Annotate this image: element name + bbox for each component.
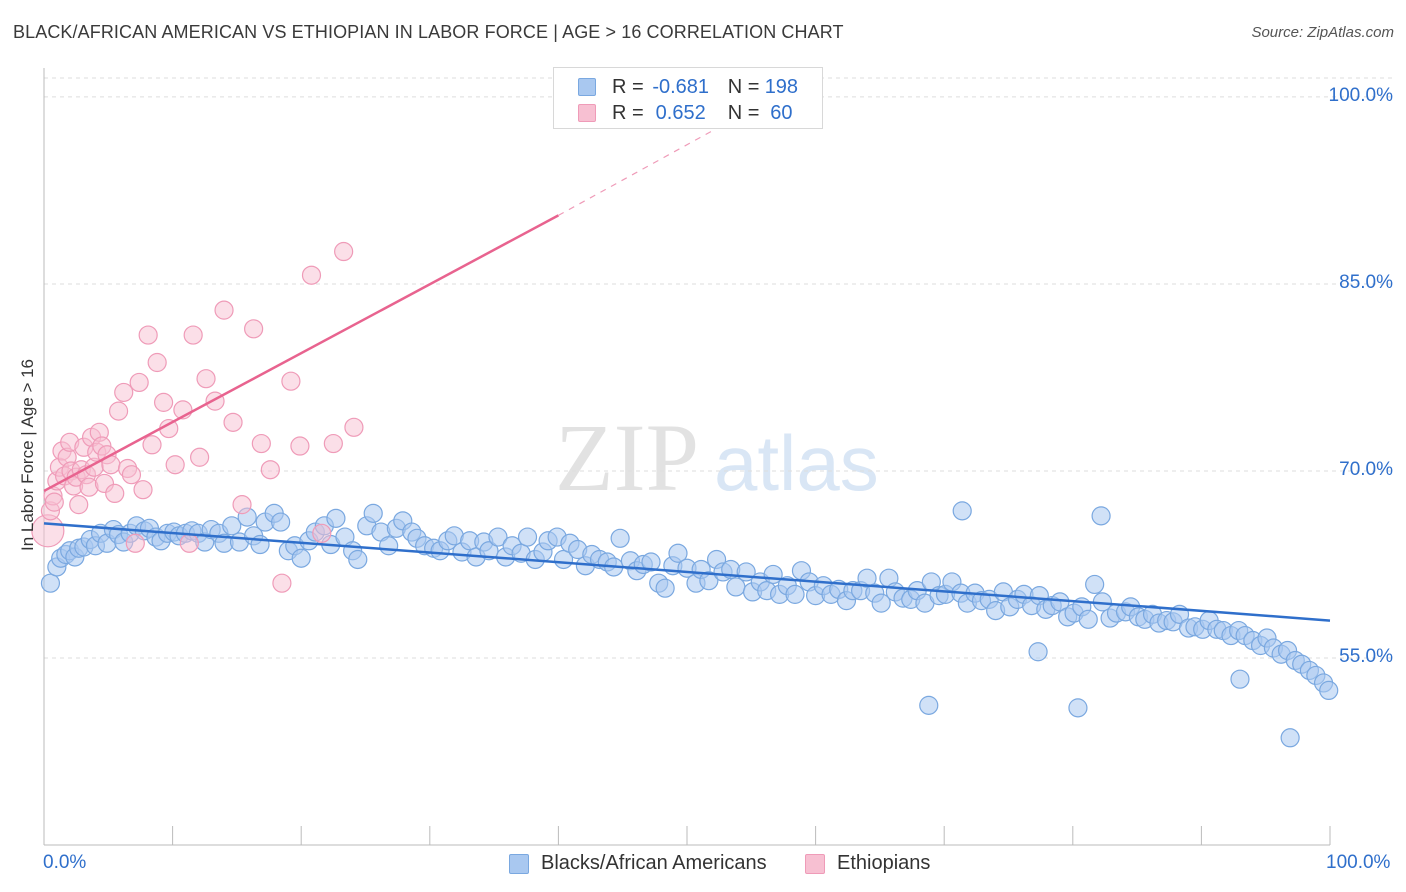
y-tick-label: 70.0% <box>1339 458 1393 480</box>
data-point-ethiopians <box>290 436 310 456</box>
data-point-ethiopians <box>133 480 153 500</box>
x-tick-label-max: 100.0% <box>1326 852 1391 873</box>
data-point-ethiopians <box>214 300 234 320</box>
data-point-blacks <box>919 695 939 715</box>
data-point-blacks <box>1078 609 1098 629</box>
data-point-ethiopians <box>114 382 134 403</box>
data-point-ethiopians <box>323 433 343 454</box>
data-point-blacks <box>785 584 805 604</box>
y-tick-label: 55.0% <box>1339 645 1393 667</box>
data-point-ethiopians <box>69 495 89 515</box>
data-point-ethiopians <box>190 447 210 467</box>
data-point-ethiopians <box>312 523 332 543</box>
data-point-ethiopians <box>244 319 264 339</box>
legend-swatch-blue <box>578 78 596 96</box>
legend-r-label: R = <box>612 75 644 98</box>
data-point-blacks <box>271 512 291 532</box>
data-point-ethiopians <box>121 465 142 485</box>
trend-line-ethiopians <box>43 214 559 493</box>
source-label: Source: ZipAtlas.com <box>1251 24 1394 41</box>
data-point-blacks <box>488 527 508 547</box>
data-point-blacks <box>871 593 891 613</box>
data-point-ethiopians <box>223 412 243 432</box>
y-tick-label: 85.0% <box>1339 271 1393 293</box>
data-point-blacks <box>1085 574 1105 595</box>
bottom-legend-ethiopians: Ethiopians <box>805 852 930 875</box>
x-tick-label-min: 0.0% <box>43 852 87 873</box>
stats-legend: R = -0.681 N = 198 R = 0.652 N = 60 <box>553 67 823 129</box>
legend-n-label: N = <box>727 101 760 124</box>
data-point-ethiopians <box>108 401 129 421</box>
data-point-blacks <box>1091 506 1111 526</box>
data-point-blacks <box>1028 642 1048 662</box>
bottom-legend-label: Blacks/African Americans <box>541 852 767 874</box>
legend-n-value: 198 <box>764 75 799 98</box>
data-point-blacks <box>668 543 688 563</box>
data-point-ethiopians <box>165 455 185 475</box>
data-point-ethiopians <box>334 241 354 262</box>
watermark: ZIP atlas <box>555 404 879 511</box>
data-point-ethiopians <box>183 325 203 345</box>
data-point-ethiopians <box>44 492 64 512</box>
legend-row-blacks: R = -0.681 N = 198 <box>578 74 803 100</box>
data-point-ethiopians <box>251 433 271 454</box>
data-point-blacks <box>291 548 311 568</box>
y-tick-label: 100.0% <box>1328 84 1393 106</box>
data-point-ethiopians <box>125 533 145 553</box>
data-point-blacks <box>1068 698 1088 718</box>
data-point-ethiopians <box>142 435 162 455</box>
data-point-blacks <box>517 527 538 547</box>
bottom-legend-swatch-blue <box>509 853 529 874</box>
data-point-blacks <box>40 573 61 593</box>
legend-n-value: 60 <box>770 101 793 124</box>
trend-lines <box>43 130 1331 622</box>
trend-line-ethiopians-extension <box>558 130 714 216</box>
data-point-blacks <box>348 549 368 570</box>
data-point-ethiopians <box>196 369 216 389</box>
data-point-blacks <box>222 516 242 536</box>
data-point-ethiopians <box>138 325 158 345</box>
trend-line-blacks <box>43 522 1331 622</box>
data-point-blacks <box>952 501 972 521</box>
legend-n-label: N = <box>727 75 760 98</box>
bottom-legend: Blacks/African Americans Ethiopians <box>0 852 1406 878</box>
data-point-blacks <box>1230 669 1250 689</box>
bottom-legend-blacks: Blacks/African Americans <box>509 852 767 875</box>
data-point-blacks <box>479 541 499 561</box>
data-point-blacks <box>1280 728 1300 748</box>
data-point-blacks <box>655 578 675 598</box>
data-point-ethiopians <box>260 460 280 480</box>
data-point-blacks <box>379 536 399 556</box>
axes <box>43 68 1331 846</box>
data-point-ethiopians <box>153 392 174 412</box>
data-point-ethiopians <box>105 483 125 504</box>
watermark-zip: ZIP <box>555 404 699 511</box>
legend-row-ethiopians: R = 0.652 N = 60 <box>578 100 803 126</box>
legend-r-label: R = <box>612 101 644 124</box>
data-point-ethiopians <box>272 573 292 593</box>
legend-swatch-pink <box>578 104 596 122</box>
data-point-blacks <box>1319 680 1339 701</box>
data-point-blacks <box>610 528 630 548</box>
legend-r-value: 0.652 <box>655 101 706 124</box>
data-point-blacks <box>857 568 877 588</box>
bottom-legend-label: Ethiopians <box>837 852 931 874</box>
watermark-atlas: atlas <box>714 419 879 507</box>
data-point-blacks <box>641 552 661 572</box>
data-point-ethiopians <box>344 417 364 437</box>
data-point-ethiopians <box>129 372 149 393</box>
y-axis-label: In Labor Force | Age > 16 <box>18 358 37 552</box>
data-point-ethiopians <box>281 371 301 391</box>
data-point-blacks <box>699 571 719 591</box>
data-point-blacks <box>326 508 346 528</box>
data-point-ethiopians <box>179 533 199 553</box>
data-point-blacks <box>363 503 383 523</box>
data-point-ethiopians <box>232 495 252 515</box>
bottom-legend-swatch-pink <box>805 853 825 874</box>
data-point-ethiopians <box>147 352 167 373</box>
data-point-ethiopians <box>301 265 322 285</box>
chart-title: BLACK/AFRICAN AMERICAN VS ETHIOPIAN IN L… <box>13 22 844 42</box>
legend-r-value: -0.681 <box>652 75 710 98</box>
